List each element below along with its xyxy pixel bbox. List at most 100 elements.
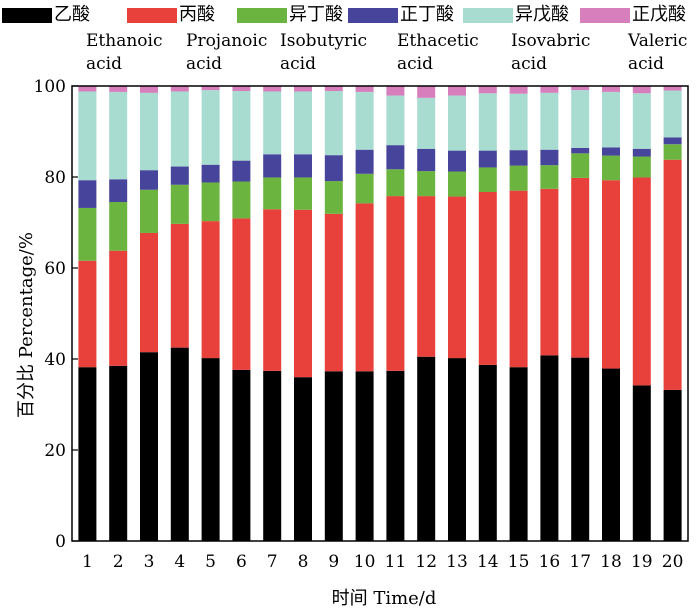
- bar-segment-day18-series2: [602, 155, 620, 181]
- bar-segment-day19-series3: [632, 148, 651, 157]
- bar-segment-day20-series3: [663, 137, 682, 145]
- bar-segment-day20-series0: [663, 389, 682, 541]
- x-tick-label-2: 2: [113, 552, 124, 572]
- bar-segment-day4-series2: [170, 184, 189, 224]
- legend-en-isovaleric-line1: Isovabric: [511, 31, 591, 51]
- bar-segment-day6-series3: [232, 160, 251, 182]
- bar-segment-day17-series3: [571, 147, 590, 154]
- x-tick-label-11: 11: [385, 552, 407, 572]
- bar-segment-day1-series2: [78, 207, 97, 261]
- bar-segment-day12-series2: [417, 171, 436, 197]
- bar-segment-day2-series5: [109, 86, 128, 92]
- x-tick-label-14: 14: [477, 552, 499, 572]
- legend-item-isobutyric: 异丁酸: [237, 4, 343, 26]
- bar-segment-day17-series1: [571, 177, 590, 358]
- x-tick-label-1: 1: [82, 552, 93, 572]
- x-tick-label-18: 18: [600, 552, 622, 572]
- bar-segment-day13-series0: [448, 358, 466, 541]
- x-tick-label-13: 13: [446, 552, 468, 572]
- bar-segment-day16-series2: [540, 165, 559, 189]
- y-tick-label-20: 20: [44, 441, 66, 461]
- bar-segment-day12-series0: [417, 356, 436, 541]
- bar-segment-day16-series3: [540, 149, 559, 166]
- bar-segment-day13-series5: [448, 86, 466, 96]
- x-tick-label-15: 15: [508, 552, 530, 572]
- x-tick-label-8: 8: [298, 552, 309, 572]
- bar-segment-day7-series3: [263, 154, 282, 178]
- x-tick-label-19: 19: [631, 552, 653, 572]
- bar-segment-day7-series1: [263, 209, 282, 371]
- legend-en-butyric-line1: Ethacetic: [397, 31, 479, 51]
- x-axis: 1 2 3 4 5 6 7 8 9 10 11 12 13 14 15 16 17 18 19 20: [82, 536, 683, 572]
- legend-en-acetic-line1: Ethanoic: [86, 31, 163, 51]
- bar-segment-day19-series1: [632, 177, 651, 386]
- bar-segment-day15-series0: [509, 367, 528, 541]
- bar-segment-day14-series1: [478, 192, 497, 365]
- bar-segment-day5-series5: [201, 86, 220, 91]
- bar-segment-day2-series3: [109, 179, 128, 203]
- bar-segment-day1-series4: [78, 91, 97, 181]
- bar-segment-day4-series0: [170, 347, 189, 542]
- legend-item-propionic: 丙酸: [127, 4, 215, 26]
- legend-en-isobutyric: Isobutyric acid: [280, 30, 367, 76]
- x-tick-label-7: 7: [267, 552, 278, 572]
- legend-label-isovaleric: 异戊酸: [515, 4, 569, 25]
- legend-en-acetic-line2: acid: [86, 54, 122, 74]
- bar-segment-day17-series5: [571, 86, 590, 91]
- x-axis-label: 时间 Time/d: [331, 588, 437, 609]
- legend-label-valeric: 正戊酸: [632, 4, 686, 25]
- bar-segment-day1-series5: [78, 86, 97, 92]
- legend-en-propionic: Projanoic acid: [186, 30, 267, 76]
- bar-segment-day19-series4: [632, 93, 651, 149]
- bar-segment-day4-series4: [170, 91, 189, 167]
- legend-swatch-propionic: [127, 7, 177, 23]
- bar-segment-day8-series1: [294, 209, 312, 378]
- y-tick-label-100: 100: [34, 77, 66, 97]
- bar-segment-day10-series0: [355, 371, 374, 541]
- bar-segment-day12-series5: [417, 86, 436, 98]
- bar-segment-day14-series4: [478, 93, 497, 151]
- x-tick-label-6: 6: [236, 552, 247, 572]
- y-tick-label-0: 0: [55, 532, 66, 552]
- bar-segment-day13-series2: [448, 171, 466, 197]
- bar-segment-day1-series0: [78, 367, 97, 541]
- bar-segment-day12-series3: [417, 148, 436, 172]
- bar-segment-day5-series3: [201, 164, 220, 183]
- bar-segment-day14-series0: [478, 364, 497, 541]
- bar-segment-day17-series2: [571, 153, 590, 178]
- y-tick-label-80: 80: [44, 168, 66, 188]
- legend-en-isovaleric-line2: acid: [511, 54, 547, 74]
- bar-segment-day5-series2: [201, 182, 220, 222]
- legend-item-isovaleric: 异戊酸: [463, 4, 569, 26]
- bar-segment-day3-series0: [140, 352, 158, 541]
- bar-segment-day14-series5: [478, 86, 497, 94]
- bar-segment-day17-series0: [571, 357, 590, 541]
- legend-en-valeric-line2: acid: [628, 54, 664, 74]
- x-tick-label-20: 20: [662, 552, 684, 572]
- bar-segment-day1-series3: [78, 180, 97, 208]
- bar-segment-day6-series0: [232, 369, 251, 541]
- bar-segment-day15-series2: [509, 165, 528, 191]
- bar-segment-day2-series1: [109, 250, 128, 366]
- y-axis: 0 20 40 60 80 100: [34, 77, 78, 552]
- legend-item-acetic: 乙酸: [2, 4, 90, 26]
- legend-label-acetic: 乙酸: [54, 4, 90, 25]
- legend-en-propionic-line2: acid: [186, 54, 222, 74]
- bar-segment-day7-series5: [263, 86, 282, 92]
- bar-segment-day15-series4: [509, 93, 528, 151]
- bar-segment-day11-series1: [386, 196, 405, 371]
- bar-segment-day9-series0: [324, 371, 343, 541]
- bar-segment-day3-series3: [140, 170, 158, 190]
- bar-segment-day3-series4: [140, 92, 158, 171]
- bar-segment-day7-series4: [263, 91, 282, 155]
- bar-segment-day7-series2: [263, 177, 282, 210]
- bar-segment-day4-series3: [170, 166, 189, 185]
- bar-segment-day8-series2: [294, 177, 312, 210]
- bar-segment-day11-series2: [386, 169, 405, 197]
- bar-segment-day20-series1: [663, 159, 682, 390]
- bar-segment-day10-series5: [355, 86, 374, 92]
- legend-en-valeric-line1: Valeric: [628, 31, 688, 51]
- bar-segment-day18-series4: [602, 91, 620, 148]
- bar-segment-day5-series4: [201, 90, 220, 165]
